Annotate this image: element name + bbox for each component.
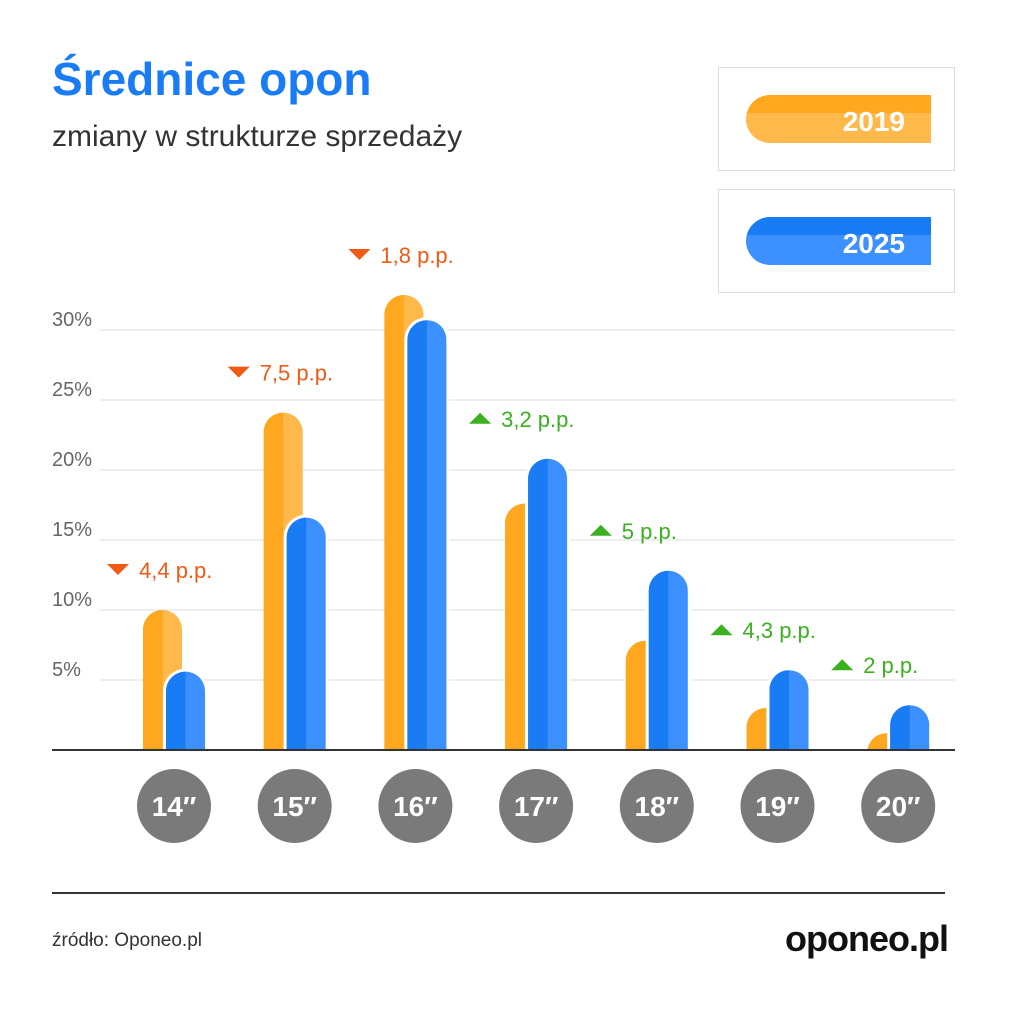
x-tick-label: 14″ (152, 791, 197, 822)
bar-2019-shade (867, 733, 887, 753)
y-tick-label: 20% (52, 449, 92, 471)
divider (52, 892, 945, 894)
y-tick-label: 10% (52, 589, 92, 611)
arrow-up-icon (589, 524, 612, 536)
chart-title: Średnice opon (52, 53, 372, 105)
arrow-up-icon (831, 659, 854, 671)
source-note: źródło: Oponeo.pl (52, 930, 202, 951)
x-tick-label: 18″ (635, 791, 680, 822)
legend-swatch-shade (747, 217, 931, 235)
x-tick-label: 20″ (876, 791, 921, 822)
category-badge (378, 769, 453, 843)
bar-2019-shade (625, 640, 646, 750)
arrow-down-icon (227, 366, 250, 378)
change-label: 3,2 p.p. (501, 407, 574, 432)
arrow-up-icon (469, 412, 492, 424)
change-label: 4,4 p.p. (139, 558, 212, 583)
change-label: 2 p.p. (863, 653, 918, 678)
bar-2025-shade (407, 320, 427, 750)
change-label: 5 p.p. (622, 519, 677, 544)
y-tick-label: 30% (52, 309, 92, 331)
category-badge (499, 769, 574, 843)
y-tick-label: 25% (52, 379, 92, 401)
bar-2025-shade (286, 517, 307, 750)
bar-2019-shade (505, 503, 525, 750)
bar-2019-shade (384, 295, 404, 750)
x-tick-label: 17″ (514, 791, 559, 822)
legend-label: 2019 (843, 106, 905, 137)
bar-2025-shade (648, 570, 669, 750)
bar-2019-shade (746, 708, 766, 750)
x-tick-label: 16″ (393, 791, 438, 822)
bar-2025-shade (769, 670, 789, 750)
y-tick-label: 15% (52, 519, 92, 541)
category-badge (137, 769, 211, 843)
category-badge (861, 769, 936, 843)
change-label: 1,8 p.p. (380, 243, 453, 268)
logo: oponeo.pl (785, 918, 949, 959)
x-tick-label: 19″ (755, 791, 800, 822)
category-badge (257, 769, 332, 843)
x-tick-label: 15″ (272, 791, 317, 822)
legend-item-2019 (718, 67, 955, 171)
y-tick-label: 5% (52, 659, 81, 681)
arrow-down-icon (348, 249, 371, 260)
arrow-down-icon (107, 564, 129, 575)
legend-label: 2025 (843, 228, 905, 259)
bar-2025-shade (166, 671, 186, 750)
chart-subtitle: zmiany w strukturze sprzedaży (52, 120, 463, 153)
category-badge (619, 769, 694, 843)
legend-item-2025 (718, 189, 955, 293)
legend-swatch-shade (747, 95, 931, 113)
arrow-up-icon (710, 624, 733, 636)
bar-2019-shade (263, 412, 284, 750)
bar-2025-shade (528, 458, 548, 750)
bar-2025-shade (890, 705, 910, 750)
category-badge (740, 769, 815, 843)
change-label: 4,3 p.p. (743, 618, 816, 643)
change-label: 7,5 p.p. (260, 361, 333, 386)
bar-2019-shade (143, 610, 163, 750)
